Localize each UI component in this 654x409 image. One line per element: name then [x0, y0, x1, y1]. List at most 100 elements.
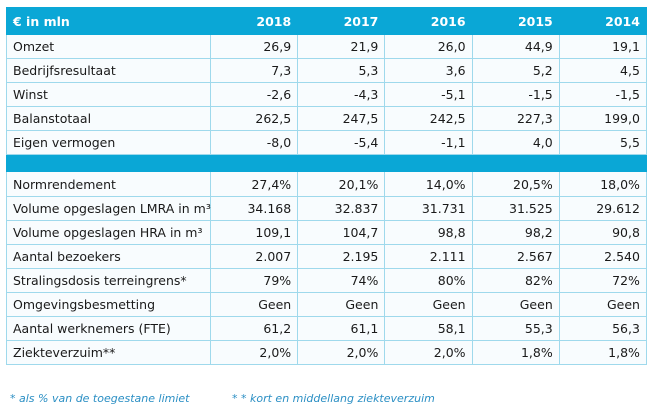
table-row: Stralingsdosis terreingrens* 79% 74% 80%…: [7, 268, 647, 292]
year-header: 2018: [211, 8, 298, 35]
cell-value: 31.731: [385, 196, 472, 220]
table-row: Ziekteverzuim** 2,0% 2,0% 2,0% 1,8% 1,8%: [7, 341, 647, 365]
cell-value: 109,1: [211, 220, 298, 244]
table-row: Normrendement 27,4% 20,1% 14,0% 20,5% 18…: [7, 172, 647, 196]
table-row: Eigen vermogen -8,0 -5,4 -1,1 4,0 5,5: [7, 131, 647, 155]
cell-value: 29.612: [559, 196, 646, 220]
cell-value: Geen: [211, 292, 298, 316]
cell-value: 61,1: [298, 317, 385, 341]
table-row: Aantal werknemers (FTE) 61,2 61,1 58,1 5…: [7, 317, 647, 341]
cell-value: 3,6: [385, 59, 472, 83]
cell-value: 20,5%: [472, 172, 559, 196]
cell-value: 262,5: [211, 107, 298, 131]
table-row: Omzet 26,9 21,9 26,0 44,9 19,1: [7, 35, 647, 59]
table-row: Winst -2,6 -4,3 -5,1 -1,5 -1,5: [7, 83, 647, 107]
cell-value: 5,5: [559, 131, 646, 155]
cell-value: 56,3: [559, 317, 646, 341]
cell-value: Geen: [472, 292, 559, 316]
cell-value: 5,3: [298, 59, 385, 83]
cell-value: Geen: [385, 292, 472, 316]
year-header: 2017: [298, 8, 385, 35]
cell-value: 2.540: [559, 244, 646, 268]
table-header-row: € in mln 2018 2017 2016 2015 2014: [7, 8, 647, 35]
year-header: 2016: [385, 8, 472, 35]
cell-value: -1,5: [472, 83, 559, 107]
cell-value: -5,1: [385, 83, 472, 107]
cell-value: 2.111: [385, 244, 472, 268]
cell-value: 7,3: [211, 59, 298, 83]
cell-value: 14,0%: [385, 172, 472, 196]
row-label: Volume opgeslagen LMRA in m³: [7, 196, 211, 220]
cell-value: 2.567: [472, 244, 559, 268]
cell-value: 26,0: [385, 35, 472, 59]
cell-value: 5,2: [472, 59, 559, 83]
cell-value: 61,2: [211, 317, 298, 341]
table-row: Bedrijfsresultaat 7,3 5,3 3,6 5,2 4,5: [7, 59, 647, 83]
cell-value: -1,5: [559, 83, 646, 107]
table-row: Balanstotaal 262,5 247,5 242,5 227,3 199…: [7, 107, 647, 131]
cell-value: 79%: [211, 268, 298, 292]
footnote-absenteeism: * * kort en middellang ziekteverzuim: [232, 392, 435, 405]
row-label: Normrendement: [7, 172, 211, 196]
cell-value: Geen: [298, 292, 385, 316]
year-header: 2014: [559, 8, 646, 35]
table-row: Volume opgeslagen LMRA in m³ 34.168 32.8…: [7, 196, 647, 220]
cell-value: 32.837: [298, 196, 385, 220]
cell-value: 247,5: [298, 107, 385, 131]
cell-value: 2,0%: [211, 341, 298, 365]
cell-value: -2,6: [211, 83, 298, 107]
financial-table-container: € in mln 2018 2017 2016 2015 2014 Omzet …: [6, 7, 646, 365]
cell-value: 2,0%: [385, 341, 472, 365]
row-label: Winst: [7, 83, 211, 107]
cell-value: 26,9: [211, 35, 298, 59]
cell-value: 1,8%: [472, 341, 559, 365]
cell-value: 72%: [559, 268, 646, 292]
cell-value: 31.525: [472, 196, 559, 220]
table-row: Volume opgeslagen HRA in m³ 109,1 104,7 …: [7, 220, 647, 244]
cell-value: 242,5: [385, 107, 472, 131]
row-label: Stralingsdosis terreingrens*: [7, 268, 211, 292]
cell-value: -8,0: [211, 131, 298, 155]
cell-value: 98,2: [472, 220, 559, 244]
row-label: Eigen vermogen: [7, 131, 211, 155]
cell-value: 2.195: [298, 244, 385, 268]
table-row: Aantal bezoekers 2.007 2.195 2.111 2.567…: [7, 244, 647, 268]
cell-value: 2.007: [211, 244, 298, 268]
cell-value: 74%: [298, 268, 385, 292]
row-label: Omzet: [7, 35, 211, 59]
cell-value: -4,3: [298, 83, 385, 107]
section-separator: [7, 155, 647, 172]
cell-value: 18,0%: [559, 172, 646, 196]
year-header: 2015: [472, 8, 559, 35]
unit-header: € in mln: [7, 8, 211, 35]
row-label: Ziekteverzuim**: [7, 341, 211, 365]
cell-value: 19,1: [559, 35, 646, 59]
cell-value: 27,4%: [211, 172, 298, 196]
cell-value: 4,5: [559, 59, 646, 83]
cell-value: Geen: [559, 292, 646, 316]
cell-value: 4,0: [472, 131, 559, 155]
cell-value: 58,1: [385, 317, 472, 341]
cell-value: 90,8: [559, 220, 646, 244]
cell-value: 20,1%: [298, 172, 385, 196]
cell-value: 82%: [472, 268, 559, 292]
row-label: Aantal werknemers (FTE): [7, 317, 211, 341]
cell-value: 55,3: [472, 317, 559, 341]
cell-value: 227,3: [472, 107, 559, 131]
table-row: Omgevingsbesmetting Geen Geen Geen Geen …: [7, 292, 647, 316]
cell-value: -5,4: [298, 131, 385, 155]
cell-value: 1,8%: [559, 341, 646, 365]
cell-value: 104,7: [298, 220, 385, 244]
cell-value: 2,0%: [298, 341, 385, 365]
cell-value: -1,1: [385, 131, 472, 155]
separator-bar: [7, 155, 647, 172]
cell-value: 80%: [385, 268, 472, 292]
row-label: Omgevingsbesmetting: [7, 292, 211, 316]
cell-value: 44,9: [472, 35, 559, 59]
cell-value: 98,8: [385, 220, 472, 244]
row-label: Bedrijfsresultaat: [7, 59, 211, 83]
footnote-limit: * als % van de toegestane limiet: [10, 392, 189, 405]
row-label: Balanstotaal: [7, 107, 211, 131]
cell-value: 21,9: [298, 35, 385, 59]
row-label: Volume opgeslagen HRA in m³: [7, 220, 211, 244]
